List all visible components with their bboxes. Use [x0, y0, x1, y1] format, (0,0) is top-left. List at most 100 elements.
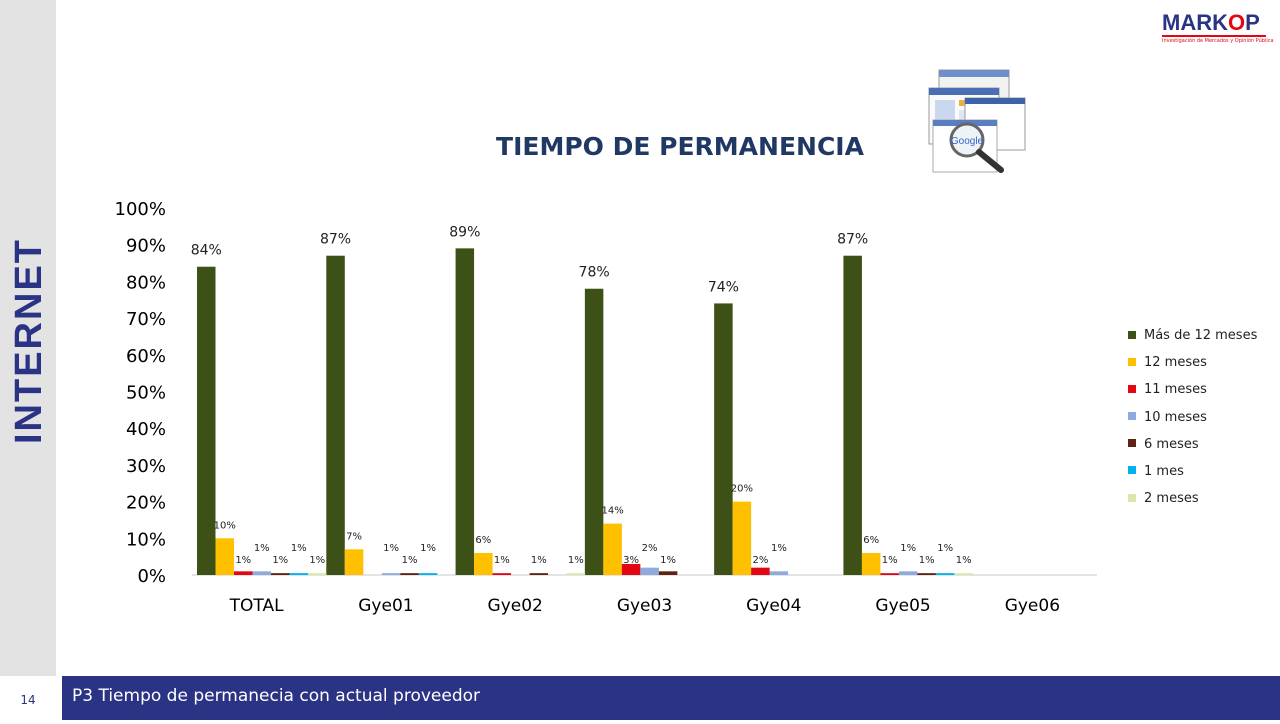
bar — [418, 573, 438, 575]
bar — [714, 303, 733, 575]
legend-label: 1 mes — [1144, 463, 1184, 479]
data-label: 89% — [449, 224, 480, 240]
bar — [381, 573, 401, 575]
x-tick-label: Gye01 — [358, 596, 413, 616]
data-labels: 84%87% 89%78%74%87%10%7% 6%14%20%6%1% 1% 3% 2… — [191, 224, 972, 566]
legend-label: 12 meses — [1144, 355, 1207, 371]
bar — [400, 573, 419, 575]
legend-label: 10 meses — [1144, 409, 1207, 425]
svg-text:Google: Google — [951, 136, 984, 147]
legend-item: 1 mes — [1128, 464, 1257, 491]
bar-series — [197, 248, 973, 575]
bar — [215, 538, 234, 575]
bar — [474, 552, 493, 575]
x-axis: TOTAL Gye01 Gye02 Gye03 Gye04 Gye05 Gye06 — [229, 596, 1060, 616]
bar — [566, 573, 586, 575]
logo-underline — [1162, 35, 1266, 37]
legend-item: 10 meses — [1128, 410, 1257, 437]
left-band — [0, 0, 56, 676]
data-label: 1% — [272, 555, 288, 566]
bar — [234, 571, 253, 575]
bar — [308, 573, 327, 575]
y-tick-label: 100% — [115, 199, 166, 220]
data-label: 1% — [771, 543, 787, 554]
bar — [917, 573, 936, 575]
bar — [271, 573, 290, 575]
legend-swatch — [1128, 439, 1136, 448]
y-axis: 0% 10% 20% 30% 40% 50% 60% 70% 80% 90% 100% — [115, 199, 166, 587]
legend-label: 2 meses — [1144, 491, 1199, 507]
data-label: 1% — [235, 555, 251, 566]
data-label: 14% — [601, 506, 623, 517]
footer-text: P3 Tiempo de permanecia con actual prove… — [72, 686, 481, 706]
data-label: 1% — [291, 543, 307, 554]
bar — [344, 549, 364, 575]
x-tick-label: TOTAL — [229, 596, 284, 616]
bar — [289, 573, 308, 575]
legend-swatch — [1128, 330, 1136, 339]
data-label: 1% — [309, 555, 325, 566]
y-tick-label: 70% — [126, 309, 166, 330]
data-label: 10% — [214, 520, 236, 531]
bar — [252, 571, 271, 575]
data-label: 1% — [956, 555, 972, 566]
data-label: 84% — [191, 243, 222, 259]
bar — [732, 501, 752, 575]
chart-legend: Más de 12 meses 12 meses 11 meses 10 meses 6… — [1128, 328, 1257, 518]
data-label: 74% — [708, 279, 739, 295]
data-label: 1% — [568, 555, 584, 566]
legend-swatch — [1128, 412, 1136, 421]
bar — [603, 523, 622, 575]
data-label: 87% — [320, 232, 351, 248]
data-label: 6% — [863, 535, 879, 546]
bar — [455, 248, 475, 575]
logo-wordmark: MARKOP — [1162, 12, 1266, 34]
browser-search-illustration: Google — [928, 69, 1026, 173]
bar — [751, 567, 770, 575]
legend-label: 11 meses — [1144, 382, 1207, 398]
legend-item: 2 meses — [1128, 491, 1257, 518]
y-tick-label: 40% — [126, 419, 166, 440]
data-label: 6% — [475, 535, 491, 546]
data-label: 1% — [919, 555, 935, 566]
bar — [898, 571, 918, 575]
x-tick-label: Gye05 — [875, 596, 930, 616]
data-label: 1% — [882, 555, 898, 566]
footer-bar: P3 Tiempo de permanecia con actual prove… — [62, 676, 1280, 720]
bar — [861, 552, 881, 575]
y-tick-label: 50% — [126, 383, 166, 404]
bar — [197, 266, 216, 575]
logo-word-a: MARK — [1162, 10, 1228, 35]
data-label: 2% — [752, 555, 768, 566]
data-label: 1% — [383, 543, 399, 554]
bar — [658, 571, 678, 575]
bar — [769, 571, 789, 575]
y-tick-label: 80% — [126, 272, 166, 293]
legend-label: 6 meses — [1144, 436, 1199, 452]
legend-item: Más de 12 meses — [1128, 328, 1257, 355]
bar — [954, 573, 973, 575]
y-tick-label: 60% — [126, 346, 166, 367]
markop-logo: MARKOP Investigación de Mercados y Opini… — [1162, 12, 1274, 44]
y-tick-label: 20% — [126, 493, 166, 514]
data-label: 2% — [642, 543, 658, 554]
logo-word-b: P — [1245, 10, 1260, 35]
y-tick-label: 0% — [137, 566, 166, 587]
logo-word-o: O — [1228, 10, 1246, 35]
bar — [584, 288, 604, 575]
bar — [880, 573, 899, 575]
data-label: 1% — [254, 543, 270, 554]
legend-label: Más de 12 meses — [1144, 328, 1258, 343]
data-label: 78% — [579, 265, 610, 281]
bar — [529, 573, 549, 575]
chart-title: TIEMPO DE PERMANENCIA — [496, 132, 864, 161]
y-tick-label: 30% — [126, 456, 166, 477]
x-tick-label: Gye06 — [1005, 596, 1060, 616]
bar — [326, 255, 345, 575]
x-tick-label: Gye04 — [746, 596, 801, 616]
data-label: 1% — [494, 555, 510, 566]
legend-item: 6 meses — [1128, 437, 1257, 464]
bar — [843, 255, 862, 575]
legend-swatch — [1128, 466, 1136, 475]
